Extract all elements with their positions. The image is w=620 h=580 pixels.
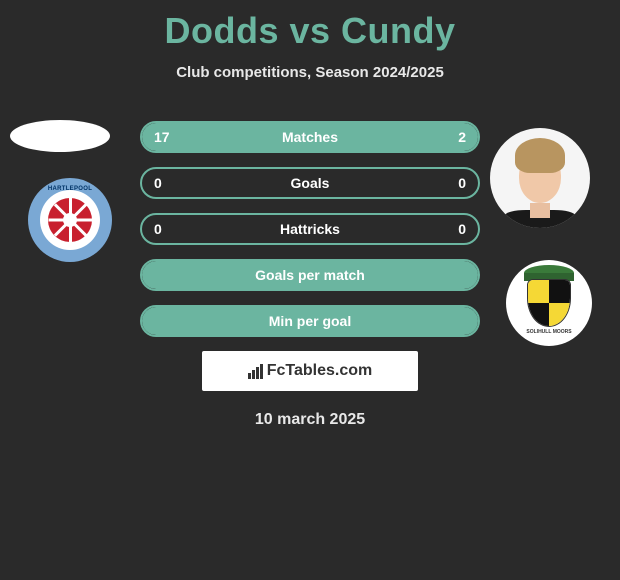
player-left-photo [10,120,110,152]
club-left-badge: HARTLEPOOL [28,178,112,262]
club-left-name: HARTLEPOOL [48,186,92,192]
player-right-photo [490,128,590,228]
stat-row: 0 0 Hattricks [140,213,480,245]
stat-value-left: 17 [154,129,170,145]
stat-value-left: 0 [154,221,162,237]
stat-label: Matches [282,129,338,145]
comparison-subtitle: Club competitions, Season 2024/2025 [0,64,620,81]
stat-value-right: 0 [458,175,466,191]
stat-label: Goals [291,175,330,191]
source-logo-text: FcTables.com [267,362,373,380]
stat-label: Goals per match [255,267,365,283]
date-text: 10 march 2025 [0,411,620,429]
stat-row: Goals per match [140,259,480,291]
source-logo: FcTables.com [202,351,418,391]
stat-label: Hattricks [280,221,340,237]
stat-label: Min per goal [269,313,351,329]
stat-row: 0 0 Goals [140,167,480,199]
stats-container: 17 2 Matches 0 0 Goals 0 0 Hattricks Goals per ma… [140,121,480,337]
comparison-title: Dodds vs Cundy [0,0,620,52]
bar-chart-icon [248,364,263,379]
stat-value-left: 0 [154,175,162,191]
stat-fill-left [142,123,407,151]
club-right-name: SOLIHULL MOORS [526,329,571,335]
stat-value-right: 0 [458,221,466,237]
club-right-badge: SOLIHULL MOORS [506,260,592,346]
stat-row: 17 2 Matches [140,121,480,153]
stat-fill-right [407,123,478,151]
stat-row: Min per goal [140,305,480,337]
stat-value-right: 2 [458,129,466,145]
